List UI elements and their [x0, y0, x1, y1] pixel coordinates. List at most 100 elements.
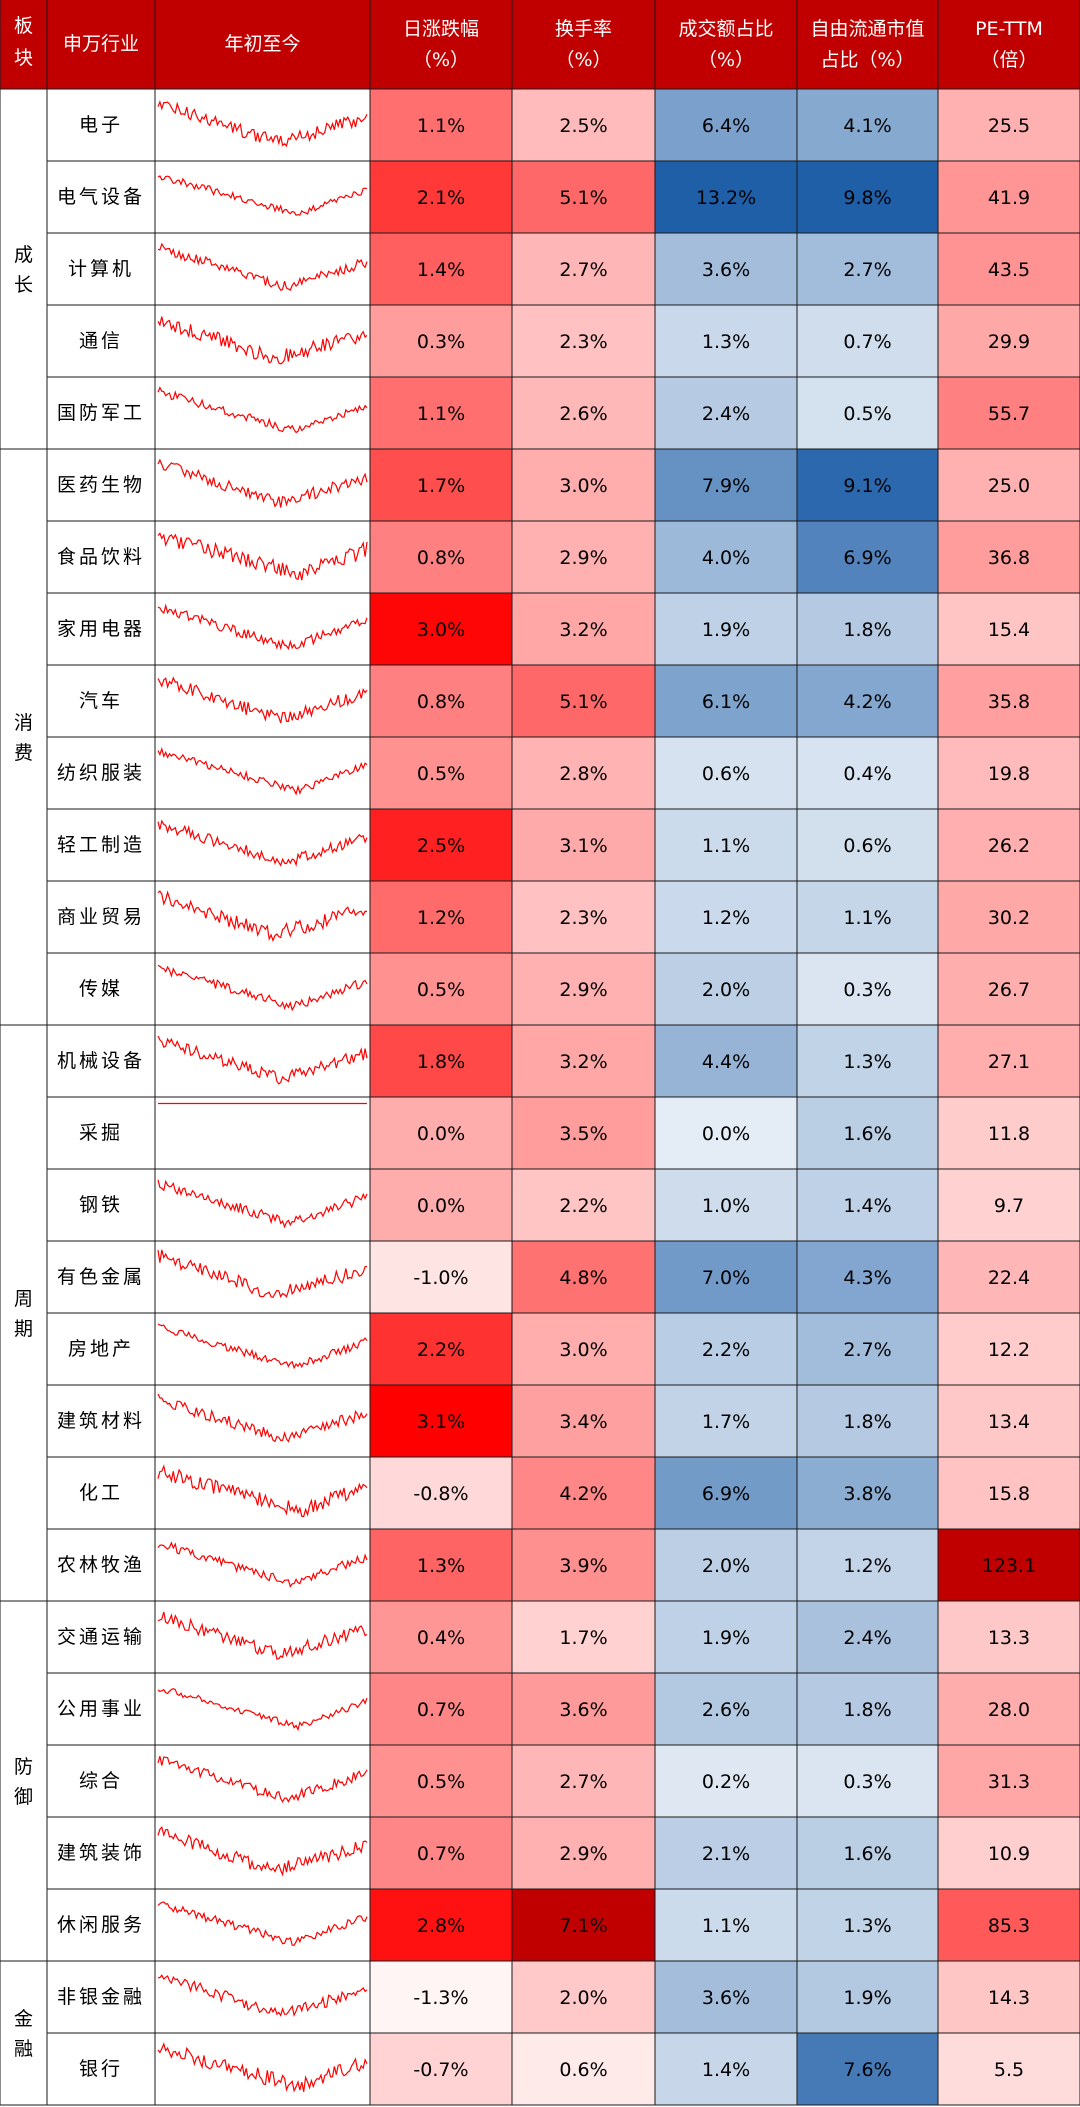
value-turnover-19: 4.2%	[559, 1483, 607, 1505]
value-turnover-1: 5.1%	[559, 187, 607, 209]
heat-cell-float_cap_share-17	[797, 1313, 938, 1385]
heat-cell-pe_ttm-14	[938, 1097, 1080, 1169]
industry-name-26: 非银金融	[57, 1986, 145, 2008]
heat-cell-turnover-7	[512, 593, 655, 665]
value-daily_change-20: 1.3%	[417, 1555, 465, 1577]
heat-cell-float_cap_share-9	[797, 737, 938, 809]
industry-name-22: 公用事业	[57, 1698, 145, 1720]
industry-name-6: 食品饮料	[57, 546, 145, 568]
value-volume_share-21: 1.9%	[702, 1627, 750, 1649]
ytd-sparkline-1	[157, 175, 368, 216]
value-float_cap_share-19: 3.8%	[843, 1483, 891, 1505]
value-daily_change-16: -1.0%	[413, 1267, 468, 1289]
value-daily_change-10: 2.5%	[417, 835, 465, 857]
sector-label-4: 金融	[14, 2008, 33, 2060]
heat-cell-daily_change-23	[370, 1745, 512, 1817]
value-pe_ttm-25: 85.3	[988, 1915, 1030, 1937]
heat-cell-pe_ttm-1	[938, 161, 1080, 233]
heat-cell-pe_ttm-25	[938, 1889, 1080, 1961]
heat-cell-daily_change-20	[370, 1529, 512, 1601]
industry-name-21: 交通运输	[57, 1626, 145, 1648]
heat-cell-daily_change-14	[370, 1097, 512, 1169]
heat-cell-float_cap_share-3	[797, 305, 938, 377]
heat-cell-daily_change-18	[370, 1385, 512, 1457]
heat-cell-pe_ttm-26	[938, 1961, 1080, 2033]
value-turnover-5: 3.0%	[559, 475, 607, 497]
sector-label-3: 防御	[14, 1756, 33, 1808]
sector-label-1: 消费	[14, 712, 33, 764]
heat-cell-volume_share-27	[655, 2033, 797, 2105]
heat-cell-daily_change-19	[370, 1457, 512, 1529]
heat-cell-float_cap_share-2	[797, 233, 938, 305]
heat-cell-turnover-2	[512, 233, 655, 305]
value-pe_ttm-13: 27.1	[988, 1051, 1030, 1073]
value-turnover-7: 3.2%	[559, 619, 607, 641]
value-pe_ttm-27: 5.5	[994, 2059, 1024, 2081]
value-pe_ttm-4: 55.7	[988, 403, 1030, 425]
value-volume_share-25: 1.1%	[702, 1915, 750, 1937]
value-turnover-27: 0.6%	[559, 2059, 607, 2081]
value-pe_ttm-10: 26.2	[988, 835, 1030, 857]
value-float_cap_share-17: 2.7%	[843, 1339, 891, 1361]
value-volume_share-3: 1.3%	[702, 331, 750, 353]
heat-cell-volume_share-3	[655, 305, 797, 377]
value-turnover-12: 2.9%	[559, 979, 607, 1001]
heat-cell-float_cap_share-14	[797, 1097, 938, 1169]
value-pe_ttm-23: 31.3	[988, 1771, 1030, 1793]
heat-cell-float_cap_share-24	[797, 1817, 938, 1889]
industry-name-4: 国防军工	[57, 402, 145, 424]
value-turnover-20: 3.9%	[559, 1555, 607, 1577]
heat-cell-turnover-25	[512, 1889, 655, 1961]
value-daily_change-25: 2.8%	[417, 1915, 465, 1937]
header-sector-label-1: 板	[14, 15, 33, 37]
value-daily_change-11: 1.2%	[417, 907, 465, 929]
ytd-sparkline-24	[157, 1825, 368, 1877]
ytd-sparkline-7	[157, 603, 368, 651]
heat-cell-turnover-15	[512, 1169, 655, 1241]
value-turnover-10: 3.1%	[559, 835, 607, 857]
ytd-sparkline-4	[157, 386, 368, 434]
heat-cell-volume_share-5	[655, 449, 797, 521]
value-daily_change-27: -0.7%	[413, 2059, 468, 2081]
industry-name-17: 房地产	[68, 1338, 134, 1360]
heat-cell-turnover-4	[512, 377, 655, 449]
ytd-sparkline-15	[157, 1179, 368, 1229]
value-daily_change-3: 0.3%	[417, 331, 465, 353]
industry-name-14: 采掘	[79, 1122, 123, 1144]
value-volume_share-15: 1.0%	[702, 1195, 750, 1217]
value-float_cap_share-20: 1.2%	[843, 1555, 891, 1577]
value-pe_ttm-3: 29.9	[988, 331, 1030, 353]
heat-cell-volume_share-2	[655, 233, 797, 305]
heat-cell-float_cap_share-19	[797, 1457, 938, 1529]
value-turnover-23: 2.7%	[559, 1771, 607, 1793]
value-pe_ttm-9: 19.8	[988, 763, 1030, 785]
ytd-sparkline-22	[157, 1688, 368, 1732]
value-volume_share-6: 4.0%	[702, 547, 750, 569]
heat-cell-turnover-8	[512, 665, 655, 737]
header-col-1-label: 申万行业	[63, 33, 139, 55]
ytd-sparkline-2	[157, 242, 368, 291]
value-pe_ttm-11: 30.2	[988, 907, 1030, 929]
heat-cell-pe_ttm-10	[938, 809, 1080, 881]
heat-cell-turnover-18	[512, 1385, 655, 1457]
value-turnover-6: 2.9%	[559, 547, 607, 569]
value-float_cap_share-26: 1.9%	[843, 1987, 891, 2009]
value-daily_change-19: -0.8%	[413, 1483, 468, 1505]
heat-cell-volume_share-23	[655, 1745, 797, 1817]
value-float_cap_share-22: 1.8%	[843, 1699, 891, 1721]
value-volume_share-1: 13.2%	[696, 187, 756, 209]
heat-cell-daily_change-24	[370, 1817, 512, 1889]
heat-cell-daily_change-25	[370, 1889, 512, 1961]
heat-cell-volume_share-15	[655, 1169, 797, 1241]
ytd-sparkline-13	[157, 1035, 368, 1085]
value-pe_ttm-17: 12.2	[988, 1339, 1030, 1361]
value-daily_change-2: 1.4%	[417, 259, 465, 281]
value-turnover-9: 2.8%	[559, 763, 607, 785]
value-turnover-2: 2.7%	[559, 259, 607, 281]
value-volume_share-2: 3.6%	[702, 259, 750, 281]
heat-cell-daily_change-0	[370, 89, 512, 161]
value-float_cap_share-16: 4.3%	[843, 1267, 891, 1289]
value-float_cap_share-13: 1.3%	[843, 1051, 891, 1073]
value-float_cap_share-7: 1.8%	[843, 619, 891, 641]
ytd-sparkline-27	[157, 2042, 368, 2093]
